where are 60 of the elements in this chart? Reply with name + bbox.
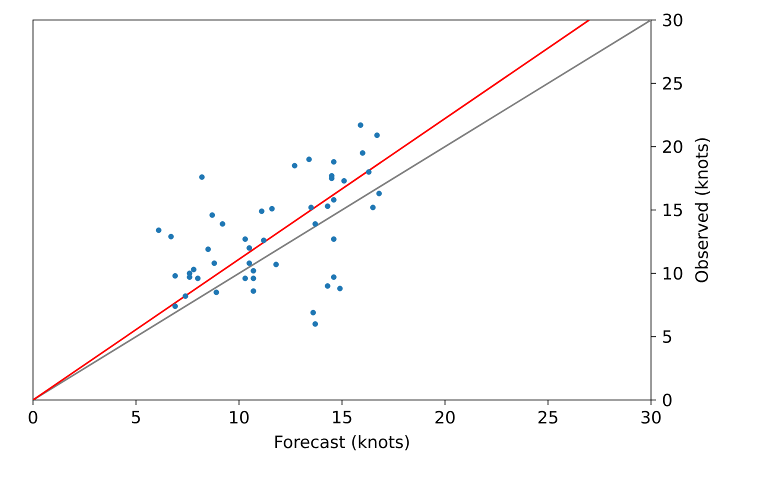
point	[330, 236, 337, 242]
point	[246, 245, 252, 251]
point	[182, 293, 188, 299]
x-tick-label: 5	[132, 410, 140, 424]
point	[214, 290, 220, 296]
point	[195, 276, 201, 282]
point	[366, 169, 372, 175]
point	[205, 246, 211, 252]
point	[172, 303, 178, 310]
point	[360, 150, 366, 156]
y-tick-label: 5	[663, 330, 672, 343]
point	[156, 227, 162, 234]
point	[199, 174, 205, 180]
y-tick-label: 10	[664, 266, 682, 280]
point	[242, 236, 248, 242]
point	[273, 262, 279, 268]
point	[312, 221, 318, 227]
point	[330, 197, 337, 203]
point	[209, 212, 216, 218]
point	[337, 286, 343, 292]
x-tick-label: 10	[230, 410, 249, 424]
point	[310, 310, 316, 316]
point	[376, 190, 382, 196]
point	[250, 288, 256, 294]
point	[358, 122, 364, 128]
point	[190, 266, 196, 272]
point	[312, 321, 318, 327]
y-tick-label: 30	[663, 14, 682, 26]
point	[370, 204, 376, 210]
point	[258, 208, 264, 214]
x-tick-label: 25	[538, 410, 558, 424]
y-tick-label: 15	[664, 204, 682, 216]
point	[246, 260, 252, 266]
point	[330, 159, 337, 165]
point	[330, 274, 337, 280]
x-axis-title: Forecast (knots)	[275, 435, 409, 450]
x-tick-label: 30	[642, 410, 661, 424]
y-tick-label: 20	[663, 140, 682, 154]
point	[269, 206, 275, 212]
y-axis-title: Observed (knots)	[694, 138, 710, 282]
point	[168, 234, 174, 240]
point	[374, 132, 380, 138]
point	[341, 178, 347, 184]
x-tick-label: 20	[435, 410, 455, 424]
point	[292, 162, 298, 168]
point	[220, 221, 226, 227]
point	[324, 283, 330, 289]
point	[250, 276, 256, 282]
x-tick-label: 15	[333, 410, 352, 424]
point	[172, 273, 178, 279]
y-tick-label: 25	[663, 76, 682, 90]
y-tick-label: 0	[662, 394, 672, 406]
point	[250, 268, 256, 274]
point	[324, 203, 330, 209]
point	[260, 238, 267, 244]
x-tick-label: 0	[28, 410, 38, 424]
point	[211, 260, 218, 266]
point	[242, 276, 248, 282]
point	[308, 204, 314, 210]
point	[306, 156, 312, 162]
